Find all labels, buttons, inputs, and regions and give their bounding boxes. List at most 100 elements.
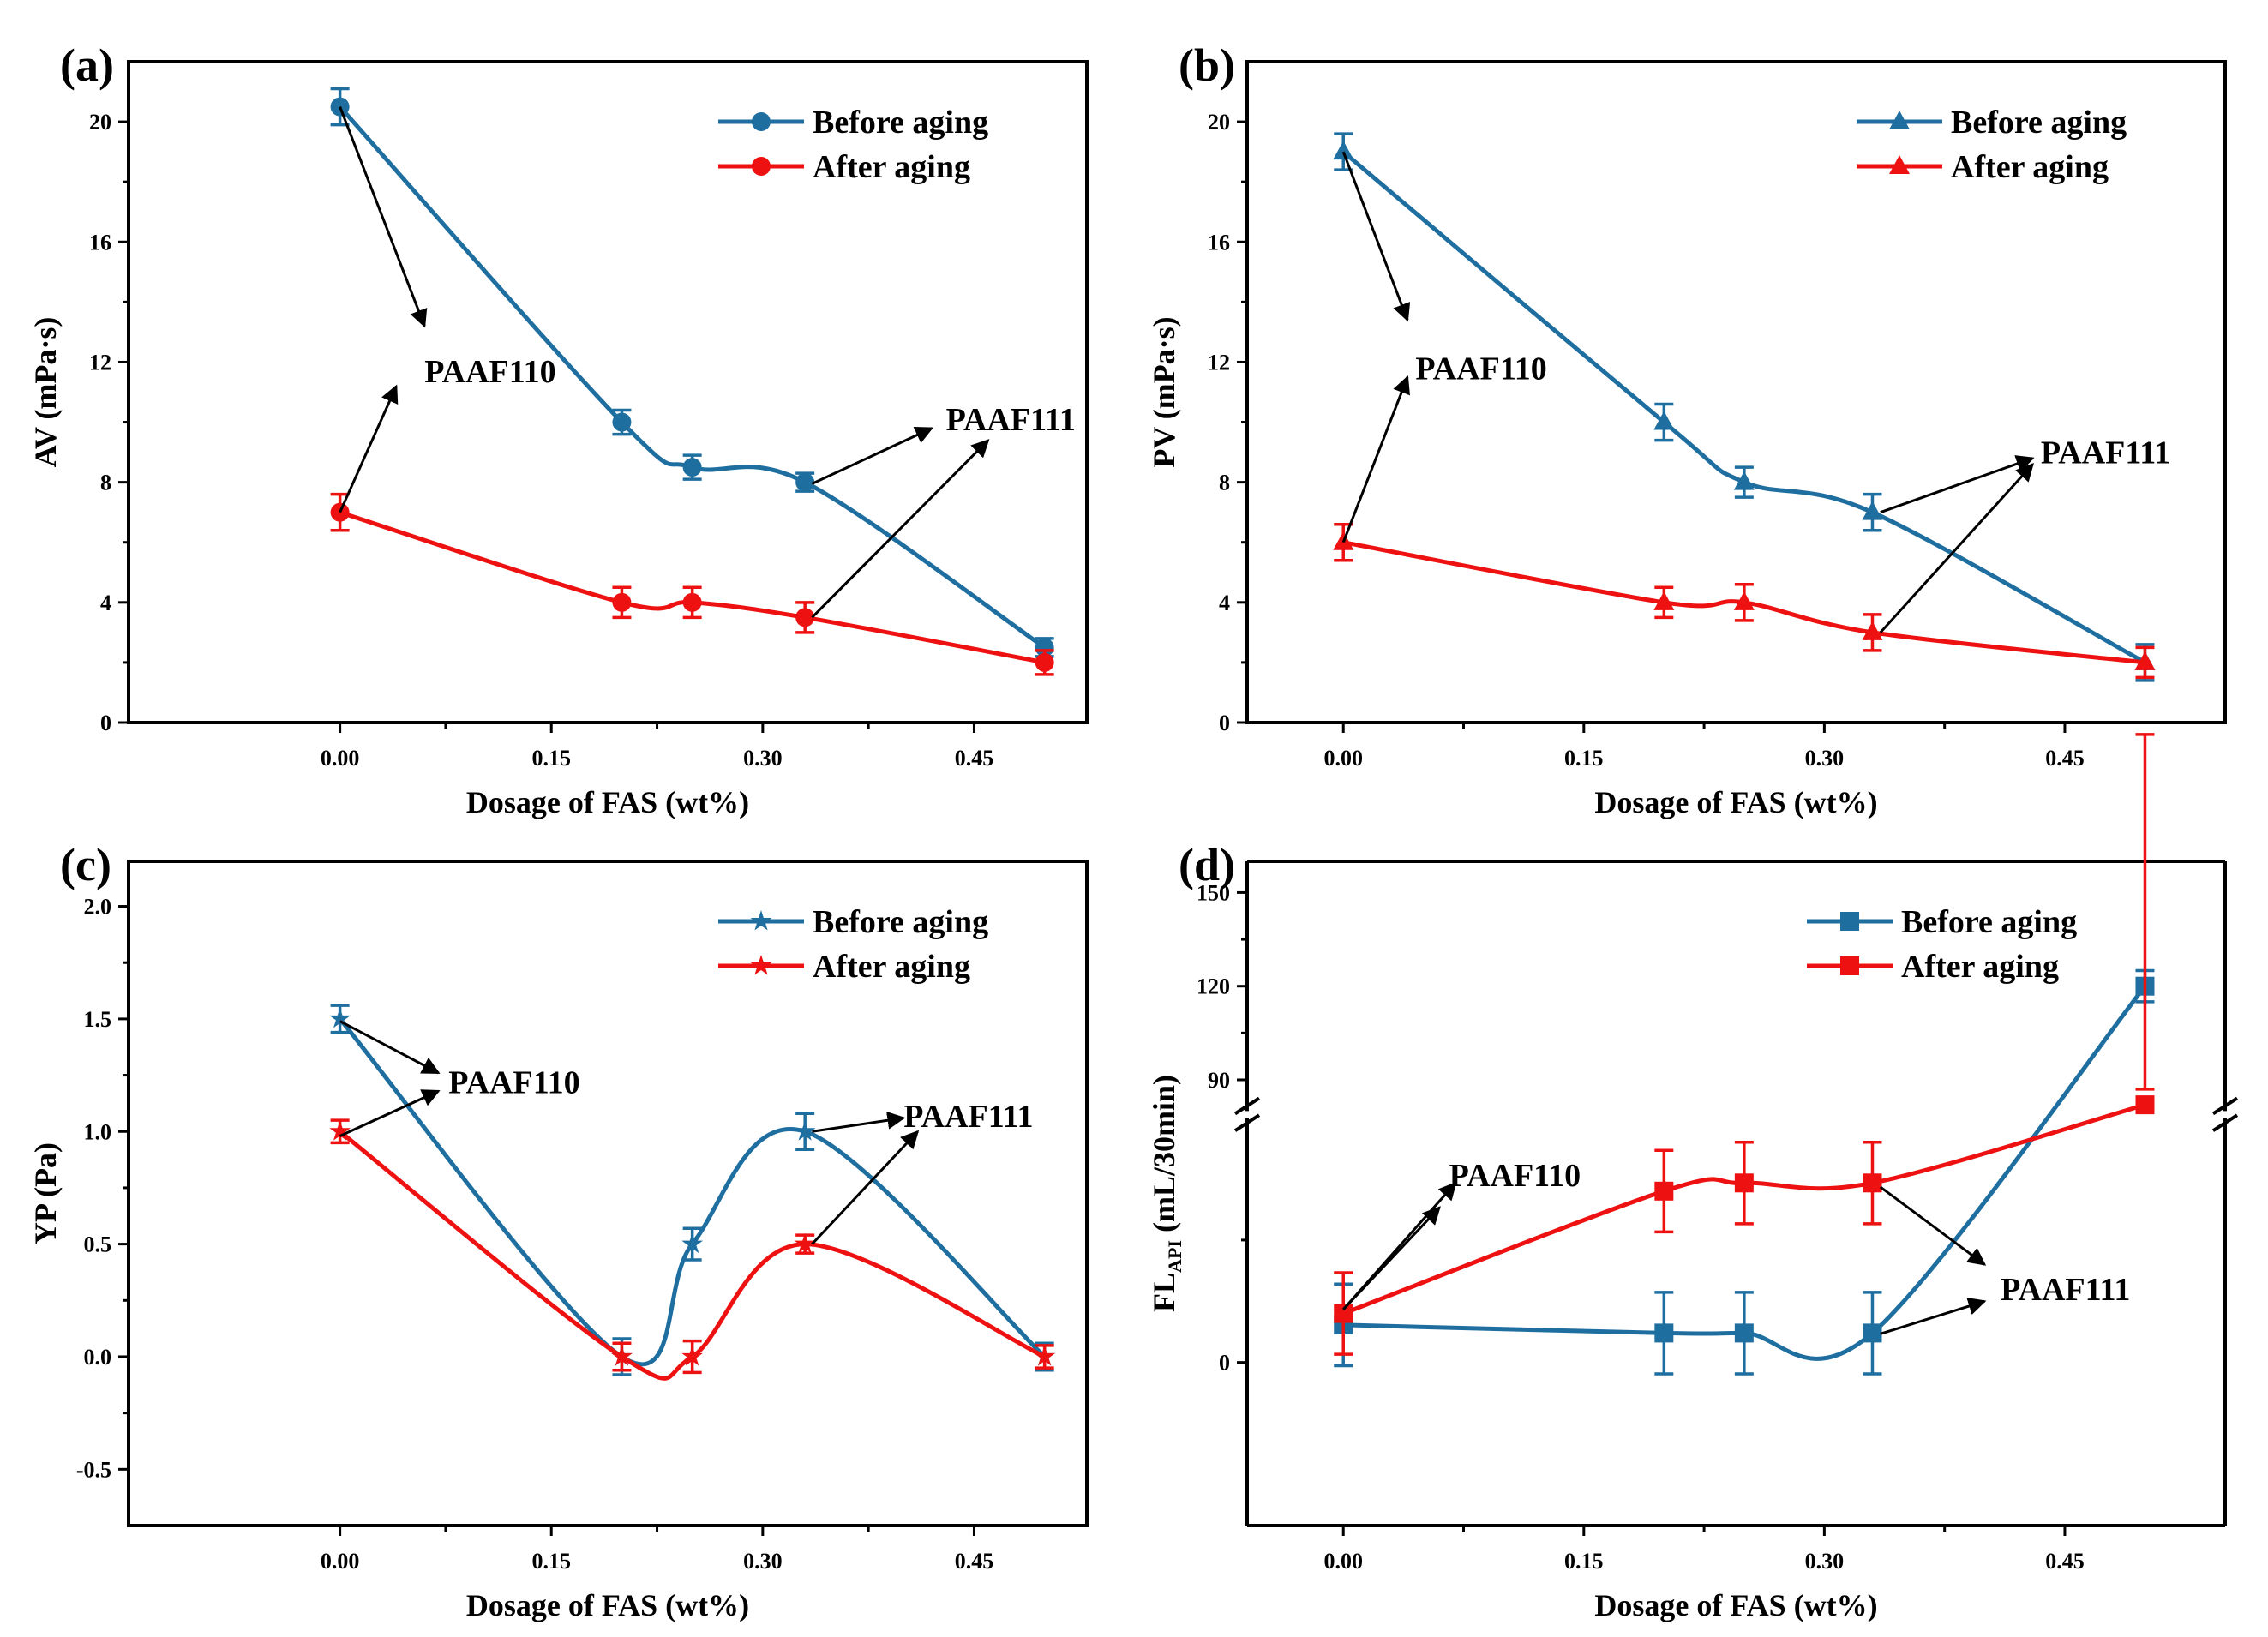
annotation: PAAF111 xyxy=(1879,1185,2130,1335)
series-line xyxy=(1341,150,2146,665)
y-tick-label: 150 xyxy=(1197,880,1230,905)
x-tick-label: 0.00 xyxy=(1323,1549,1363,1574)
y-axis-label-main: AV (mPa·s) xyxy=(28,317,63,468)
data-point xyxy=(1862,501,1883,520)
legend-marker xyxy=(1889,111,1910,129)
panel-b: 0.00 0.15 0.30 0.45 0 4 8 12 16 20 Dosage of FAS (… xyxy=(1147,39,2227,819)
y-tick-label: 2.0 xyxy=(84,895,112,920)
y-tick-label: 0.5 xyxy=(84,1232,112,1257)
axes-border xyxy=(127,60,1089,724)
series-after-aging xyxy=(1333,522,2156,680)
x-tick-label: 0.30 xyxy=(743,746,783,771)
series-after-aging xyxy=(1334,733,2155,1356)
annotation-arrow xyxy=(339,384,399,513)
data-point xyxy=(794,1120,816,1141)
legend: Before aging After aging xyxy=(1857,105,2127,185)
y-tick-label: 20 xyxy=(1208,110,1230,135)
x-tick-label: 0.15 xyxy=(1564,1549,1604,1574)
annotation: PAAF110 xyxy=(1342,1158,1581,1310)
y-axis-label-main: PV (mPa·s) xyxy=(1147,316,1181,467)
y-axis-label-unit: (mL/30min) xyxy=(1147,1075,1181,1240)
x-tick-label: 0.45 xyxy=(955,1549,994,1574)
y-tick-label: 12 xyxy=(1208,350,1230,375)
data-point xyxy=(1653,411,1675,430)
annotation-arrow xyxy=(1342,1206,1441,1310)
y-axis-label-main: FL xyxy=(1147,1273,1181,1312)
annotation-arrow xyxy=(1341,151,1411,322)
axis-break-mark xyxy=(2211,1096,2239,1116)
annotation: PAAF110 xyxy=(339,106,556,513)
annotation-label: PAAF110 xyxy=(424,354,555,390)
axes-border xyxy=(127,860,1089,1527)
y-axis-label: YP (Pa) xyxy=(28,1142,63,1244)
axes-frame xyxy=(1245,60,2227,724)
series-line xyxy=(338,1017,1047,1367)
data-point xyxy=(329,1007,351,1028)
panel-label: (a) xyxy=(60,39,114,91)
legend-marker xyxy=(752,112,771,131)
data-point xyxy=(682,592,702,612)
axis-break-mark xyxy=(1233,1113,1261,1132)
annotation-arrow xyxy=(339,1020,441,1075)
annotation: PAAF111 xyxy=(811,402,1076,619)
legend-marker xyxy=(1840,956,1859,975)
data-point xyxy=(1733,471,1755,490)
y-tick-label: 0 xyxy=(1219,711,1230,735)
data-point xyxy=(1733,591,1755,610)
x-tick-label: 0.00 xyxy=(1323,746,1363,771)
legend-entry: After aging xyxy=(813,149,970,185)
data-point xyxy=(794,1232,816,1254)
data-point xyxy=(795,608,815,627)
data-point xyxy=(2135,1095,2155,1115)
x-tick-label: 0.00 xyxy=(321,1549,360,1574)
axes-frame xyxy=(127,860,1089,1527)
annotation-arrow xyxy=(811,439,990,619)
data-point xyxy=(1654,1181,1674,1201)
series-line xyxy=(1343,985,2147,1361)
annotation-label: PAAF111 xyxy=(946,402,1076,438)
legend-entry: Before aging xyxy=(1901,904,2077,940)
data-point xyxy=(611,1346,633,1366)
legend-entry: Before aging xyxy=(813,904,988,940)
annotation-label: PAAF110 xyxy=(448,1064,579,1100)
panel-c: 0.00 0.15 0.30 0.45 -0.5 0.0 0.5 1.0 1.5 2.0 Dosag… xyxy=(28,839,1089,1622)
y-tick-label: 0 xyxy=(100,711,111,735)
y-axis-label-subscript: API xyxy=(1164,1240,1185,1273)
data-point xyxy=(795,472,815,492)
data-point xyxy=(681,1232,703,1254)
legend-marker xyxy=(750,955,772,975)
data-point xyxy=(1035,638,1054,657)
panel-label: (c) xyxy=(60,839,111,890)
x-axis-label: Dosage of FAS (wt%) xyxy=(466,785,749,819)
legend-marker xyxy=(750,910,772,931)
annotation-arrow xyxy=(339,1089,441,1137)
annotation-label: PAAF110 xyxy=(1415,351,1546,387)
series-after-aging xyxy=(329,1118,1055,1381)
data-point xyxy=(1862,621,1883,640)
data-point xyxy=(2134,651,2156,670)
legend-marker xyxy=(1840,912,1859,931)
y-axis-label-main: YP (Pa) xyxy=(28,1142,63,1244)
y-tick-label: 4 xyxy=(1219,591,1230,615)
y-axis-label: AV (mPa·s) xyxy=(28,317,63,468)
y-tick-label: 8 xyxy=(100,471,111,495)
annotation-label: PAAF111 xyxy=(2041,435,2170,471)
axis-break-mark xyxy=(1233,1096,1261,1116)
x-tick-label: 0.15 xyxy=(531,1549,571,1574)
legend: Before aging After aging xyxy=(1807,904,2077,985)
legend-entry: After aging xyxy=(1951,149,2109,185)
x-tick-label: 0.15 xyxy=(531,746,571,771)
data-point xyxy=(1333,141,1354,160)
annotation-arrow xyxy=(812,1111,906,1133)
data-point xyxy=(1035,652,1054,672)
data-point xyxy=(1863,1323,1882,1343)
data-point xyxy=(1654,1323,1674,1343)
legend-marker xyxy=(1889,155,1910,174)
y-tick-label: 12 xyxy=(89,350,111,375)
data-point xyxy=(1734,1173,1754,1193)
y-tick-label: 120 xyxy=(1197,974,1230,999)
annotation-arrow xyxy=(811,426,934,485)
annotation: PAAF111 xyxy=(811,1099,1034,1245)
legend-entry: After aging xyxy=(1901,949,2059,985)
